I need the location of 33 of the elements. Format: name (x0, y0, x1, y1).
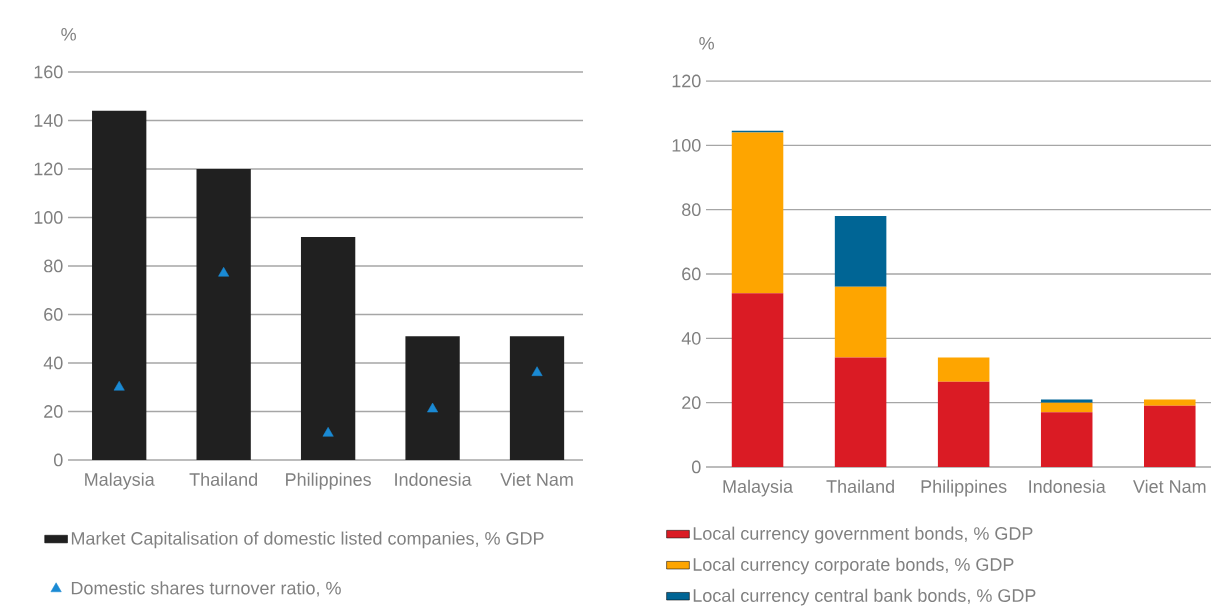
x-tick-label: Thailand (826, 479, 894, 493)
y-tick-label: 20 (44, 405, 63, 418)
y-tick-label: 140 (34, 114, 63, 127)
y-tick-label: 40 (43, 356, 63, 370)
legend-label: Local currency corporate bonds, % GDP (693, 557, 1014, 575)
y-axis-title: % (699, 37, 714, 50)
y-tick-label: 120 (672, 74, 701, 88)
y-axis-title: % (61, 28, 76, 41)
y-tick-label: 60 (682, 267, 701, 281)
legend-label: Market Capitalisation of domestic listed companies, % GDP (71, 531, 544, 549)
y-tick-label: 60 (44, 308, 63, 321)
x-tick-label: Viet Nam (1133, 479, 1206, 493)
y-tick-label: 40 (681, 331, 701, 345)
x-tick-label: Malaysia (723, 479, 794, 497)
y-tick-label: 120 (34, 162, 63, 176)
y-tick-label: 160 (34, 65, 63, 79)
legend-label: Domestic shares turnover ratio, % (71, 581, 341, 597)
y-tick-label: 20 (682, 396, 701, 410)
x-tick-label: Indonesia (395, 472, 472, 486)
x-tick-label: Viet Nam (500, 472, 573, 486)
y-tick-label: 100 (34, 211, 63, 224)
y-tick-label: 80 (682, 203, 701, 217)
y-tick-label: 0 (54, 453, 63, 467)
legend-label: Local currency central bank bonds, % GDP (693, 588, 1036, 606)
x-tick-label: Thailand (189, 472, 257, 486)
x-tick-label: Indonesia (1029, 479, 1106, 493)
x-tick-label: Philippines (286, 472, 371, 490)
x-tick-label: Malaysia (85, 472, 155, 490)
y-tick-label: 100 (672, 138, 701, 152)
y-tick-label: 80 (44, 259, 63, 273)
x-tick-label: Philippines (921, 479, 1007, 497)
y-tick-label: 0 (692, 460, 701, 474)
legend-label: Local currency government bonds, % GDP (693, 526, 1033, 544)
